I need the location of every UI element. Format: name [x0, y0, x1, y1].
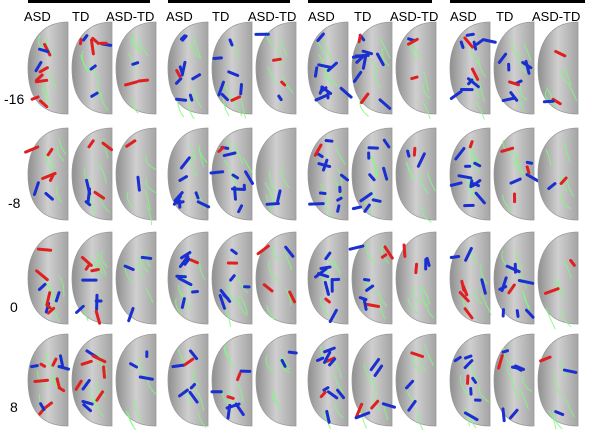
brain-slice [71, 127, 114, 221]
column-header: ASD [450, 9, 477, 24]
brain-slice [115, 127, 157, 226]
slice-label: 8 [10, 399, 18, 415]
column-header: TD [354, 9, 371, 24]
brain-slice [537, 127, 579, 221]
brain-slice [537, 231, 579, 330]
column-header: ASD-TD [248, 9, 296, 24]
brain-slice [449, 231, 492, 325]
brain-slice [537, 333, 579, 430]
brain-slice [27, 231, 69, 325]
brain-slice [493, 333, 535, 427]
column-header: ASD-TD [390, 9, 438, 24]
column-header: ASD-TD [106, 9, 154, 24]
column-header: ASD [24, 9, 51, 24]
brain-slice [115, 333, 158, 430]
brain-slice [115, 21, 157, 115]
brain-slice [395, 127, 437, 223]
brain-slice [71, 21, 113, 115]
brain-slice [167, 21, 209, 120]
column-header: ASD-TD [532, 9, 580, 24]
brain-slice [167, 333, 209, 429]
brain-slice [307, 21, 353, 115]
brain-slice [395, 231, 437, 325]
brain-slice [167, 127, 211, 221]
brain-slice [493, 21, 535, 115]
brain-slice [395, 21, 437, 120]
brain-slice [27, 21, 69, 115]
brain-slice [537, 21, 579, 115]
brain-slice [493, 127, 540, 221]
brain-slice [493, 231, 535, 325]
brain-slice [255, 127, 297, 221]
brain-slice [449, 333, 491, 429]
brain-slice [307, 127, 350, 221]
column-header: TD [212, 9, 229, 24]
brain-slice [167, 231, 209, 325]
brain-slice [71, 231, 113, 325]
column-header: TD [72, 9, 89, 24]
brain-slice [351, 127, 393, 221]
brain-slice [255, 231, 297, 325]
brain-slice [211, 21, 253, 119]
brain-slice [24, 127, 69, 221]
brain-slice [210, 333, 253, 427]
column-header: ASD [166, 9, 193, 24]
brain-slice [307, 333, 349, 430]
brain-slice [348, 231, 394, 325]
brain-slice [71, 333, 113, 427]
brain-slice [27, 333, 70, 427]
brain-slice [307, 231, 349, 325]
brain-slice [254, 21, 297, 115]
slice-label: 0 [10, 299, 18, 315]
brain-slice [351, 333, 396, 429]
brain-slice [211, 231, 253, 327]
column-header: ASD [308, 9, 335, 24]
brain-slice [449, 21, 497, 120]
column-header: TD [496, 9, 513, 24]
brain-slice [255, 333, 298, 427]
brain-slice [395, 333, 437, 430]
brain-slice [209, 127, 254, 221]
brain-slice [449, 127, 491, 221]
brain-slice [351, 21, 393, 117]
slice-label: -16 [4, 91, 24, 107]
brain-slice [115, 231, 157, 325]
slice-label: -8 [8, 195, 21, 211]
